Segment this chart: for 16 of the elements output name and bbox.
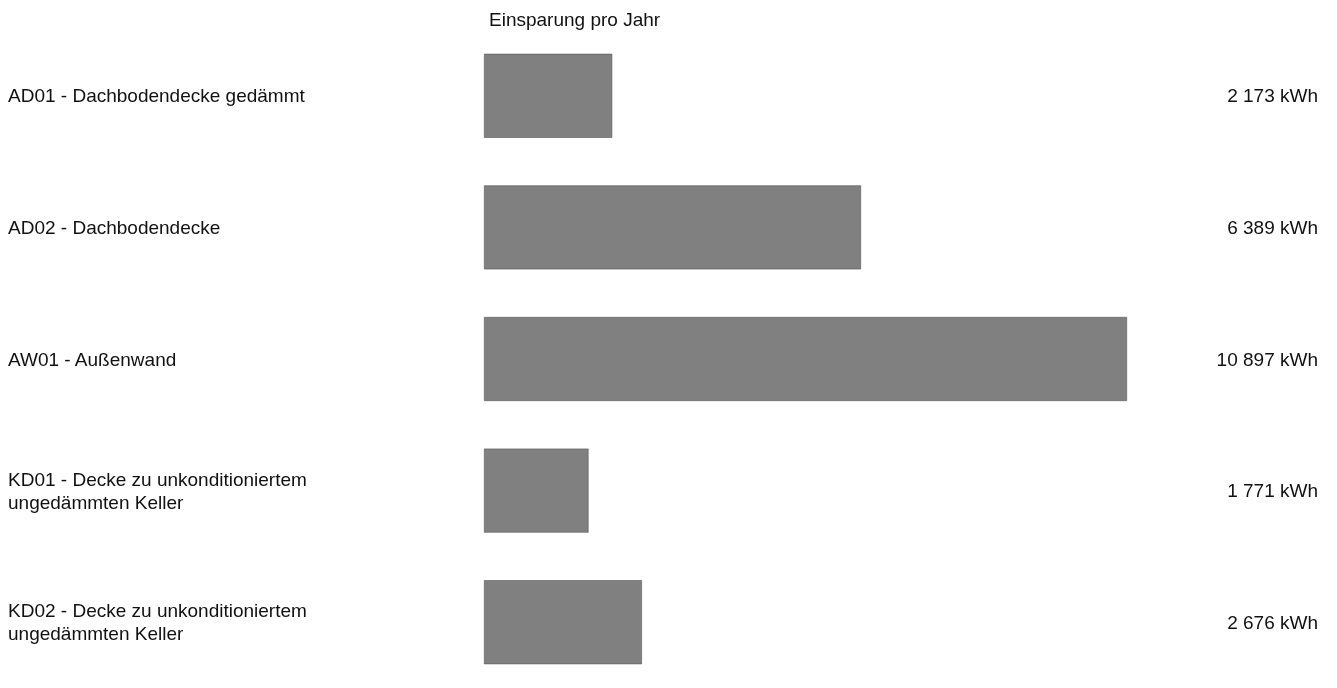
y-tick-label: AD01 - Dachbodendecke gedämmt <box>8 85 306 107</box>
y-tick-label: KD02 - Decke zu unkonditioniertem ungedämmten Keller <box>8 600 313 645</box>
data-label: 1 771 kWh <box>1227 480 1318 502</box>
data-label: 10 897 kWh <box>1216 348 1318 370</box>
bar <box>484 317 1127 401</box>
bar <box>484 185 861 270</box>
bar <box>484 53 613 138</box>
y-tick-label: KD01 - Decke zu unkonditioniertem ungedämmten Keller <box>8 468 313 513</box>
y-tick-label: AW01 - Außenwand <box>8 348 177 370</box>
data-label: 2 173 kWh <box>1227 85 1318 107</box>
data-label: 2 676 kWh <box>1227 611 1318 633</box>
bar <box>484 448 589 533</box>
data-label: 6 389 kWh <box>1227 216 1318 238</box>
chart-title: Einsparung pro Jahr <box>489 9 661 30</box>
y-tick-label: AD02 - Dachbodendecke <box>8 216 221 238</box>
bar <box>484 580 642 665</box>
